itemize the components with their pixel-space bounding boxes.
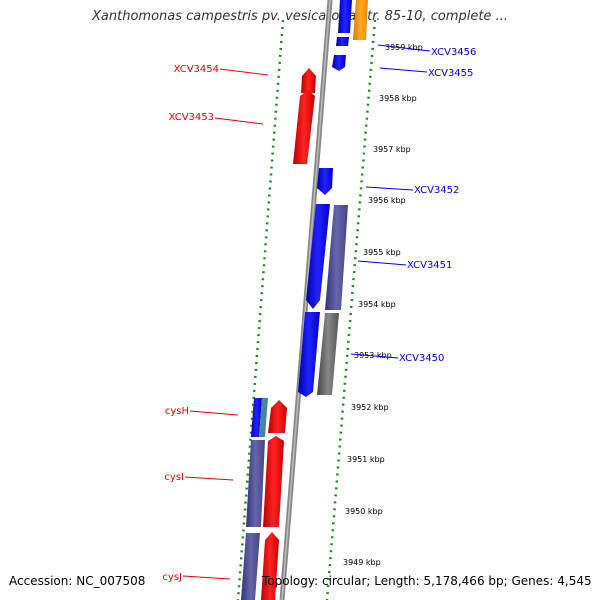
left-ruler	[236, 19, 285, 600]
feature-blue-top-b[interactable]	[336, 37, 349, 46]
gene-cysH-blue[interactable]	[251, 398, 262, 437]
feature-xcv3450-other[interactable]	[317, 313, 339, 395]
gene-label-cysi[interactable]: cysI	[164, 472, 184, 483]
ruler-tick-label: 3952 kbp	[351, 403, 389, 412]
gene-label-leader	[357, 260, 407, 266]
gene-cysH[interactable]	[268, 400, 287, 433]
cds-cysI[interactable]	[246, 440, 265, 527]
gene-label-leader	[189, 410, 239, 416]
gene-label-leader	[350, 353, 399, 359]
gene-cysI[interactable]	[263, 436, 284, 527]
ruler-tracks	[236, 19, 377, 600]
gene-label-leader	[214, 117, 264, 125]
map-title: Xanthomonas campestris pv. vesicatoria s…	[92, 9, 508, 24]
gene-label-leader	[365, 186, 414, 191]
ruler-tick-label: 3956 kbp	[368, 196, 406, 205]
gene-xcv3452[interactable]	[317, 168, 333, 195]
gene-xcv3455[interactable]	[332, 55, 346, 71]
feature-orange[interactable]	[353, 0, 368, 40]
gene-label-xcv3454[interactable]: XCV3454	[174, 64, 219, 75]
gene-xcv3450[interactable]	[298, 312, 320, 397]
gene-label-leader	[182, 575, 231, 580]
ruler-tick-label: 3958 kbp	[379, 94, 417, 103]
accession-text: Accession: NC_007508	[9, 574, 146, 588]
topology-text: Topology: circular; Length: 5,178,466 bp…	[262, 574, 592, 588]
gene-label-leader	[379, 67, 428, 73]
ruler-tick-label: 3955 kbp	[363, 248, 401, 257]
ruler-tick-label: 3951 kbp	[347, 455, 385, 464]
gene-label-xcv3452[interactable]: XCV3452	[414, 185, 459, 196]
gene-label-xcv3453[interactable]: XCV3453	[169, 112, 214, 123]
gene-label-xcv3455[interactable]: XCV3455	[428, 68, 473, 79]
gene-xcv3453[interactable]	[293, 90, 315, 164]
gene-label-leader	[219, 68, 269, 76]
gene-cysH-teal[interactable]	[259, 398, 268, 437]
gene-label-leader	[184, 476, 234, 481]
gene-label-cysh[interactable]: cysH	[165, 406, 189, 417]
right-ruler	[325, 19, 377, 600]
ruler-tick-label: 3950 kbp	[345, 507, 383, 516]
gene-label-leader	[377, 44, 431, 52]
gene-label-cysj[interactable]: cysJ	[162, 572, 182, 583]
ruler-tick-label: 3954 kbp	[358, 300, 396, 309]
cds-xcv3451[interactable]	[325, 205, 348, 310]
feature-blue-top-a[interactable]	[338, 0, 352, 33]
gene-label-xcv3450[interactable]: XCV3450	[399, 353, 444, 364]
ruler-tick-label: 3949 kbp	[343, 558, 381, 567]
gene-xcv3454[interactable]	[301, 68, 316, 93]
gene-label-xcv3456[interactable]: XCV3456	[431, 47, 476, 58]
gene-cysJ[interactable]	[261, 532, 279, 600]
ruler-tick-label: 3957 kbp	[373, 145, 411, 154]
gene-label-xcv3451[interactable]: XCV3451	[407, 260, 452, 271]
cds-cysJ[interactable]	[241, 533, 260, 600]
gene-xcv3451[interactable]	[306, 204, 330, 309]
